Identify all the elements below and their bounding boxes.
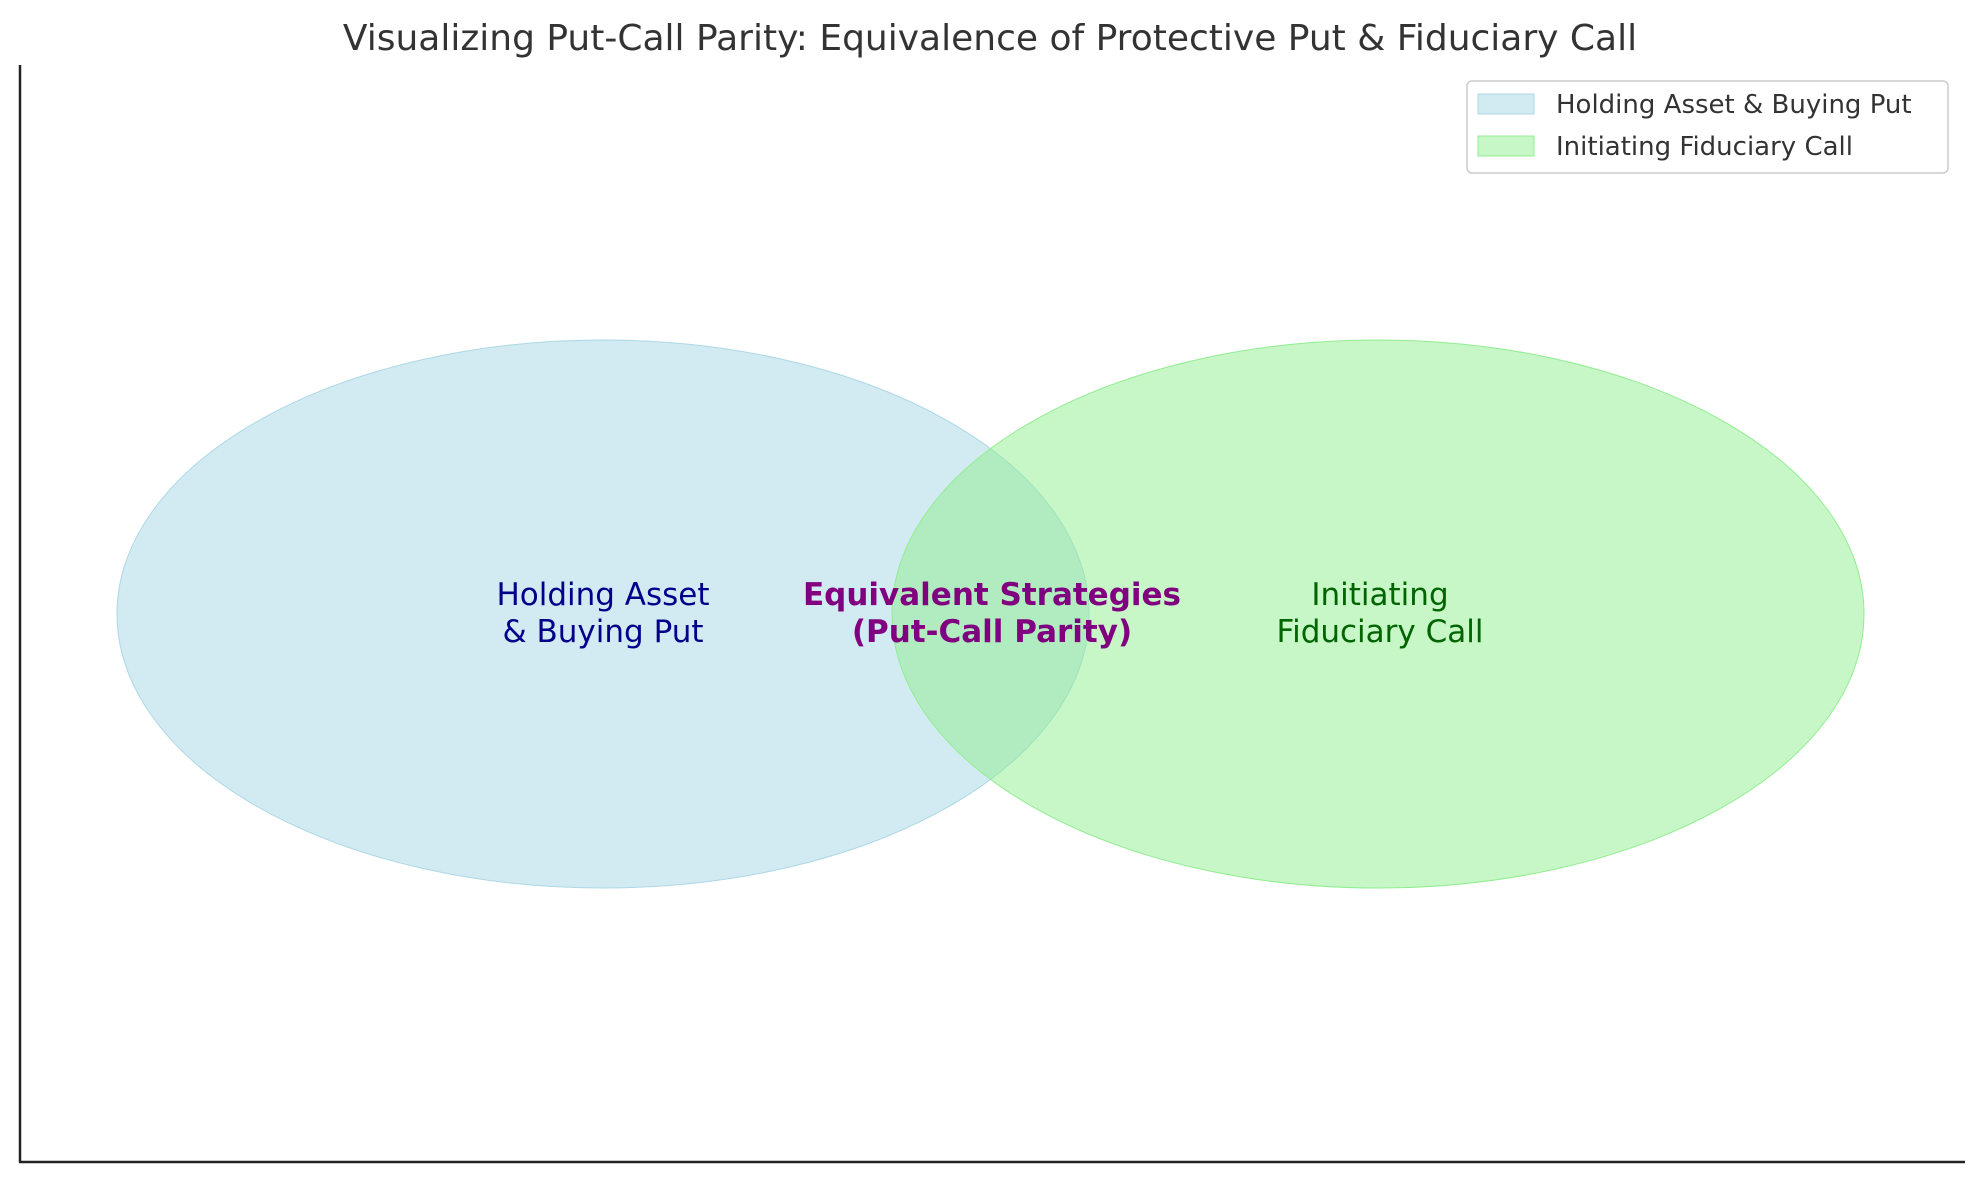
- legend-label-left: Holding Asset & Buying Put: [1556, 90, 1912, 120]
- legend-label-right: Initiating Fiduciary Call: [1556, 132, 1853, 162]
- legend: Holding Asset & Buying Put Initiating Fi…: [1466, 80, 1949, 174]
- intersection-label: Equivalent Strategies (Put-Call Parity): [803, 577, 1181, 650]
- axes: [18, 65, 1965, 1164]
- intersection-label-line-2: (Put-Call Parity): [852, 614, 1132, 650]
- right-set-label: Initiating Fiduciary Call: [1277, 577, 1484, 650]
- diagram-title: Visualizing Put-Call Parity: Equivalence…: [343, 18, 1637, 59]
- legend-frame: [1466, 80, 1949, 174]
- legend-swatch-right: [1477, 135, 1535, 157]
- intersection-label-line-1: Equivalent Strategies: [803, 577, 1181, 613]
- right-set-ellipse: [891, 339, 1865, 889]
- right-set-label-line-1: Initiating: [1311, 577, 1448, 613]
- left-set-label-line-2: & Buying Put: [502, 614, 703, 650]
- legend-swatch-left: [1477, 93, 1535, 115]
- right-set-label-line-2: Fiduciary Call: [1277, 614, 1484, 650]
- venn-circles: [116, 339, 1865, 889]
- left-set-label: Holding Asset & Buying Put: [496, 577, 709, 650]
- left-set-label-line-1: Holding Asset: [496, 577, 709, 613]
